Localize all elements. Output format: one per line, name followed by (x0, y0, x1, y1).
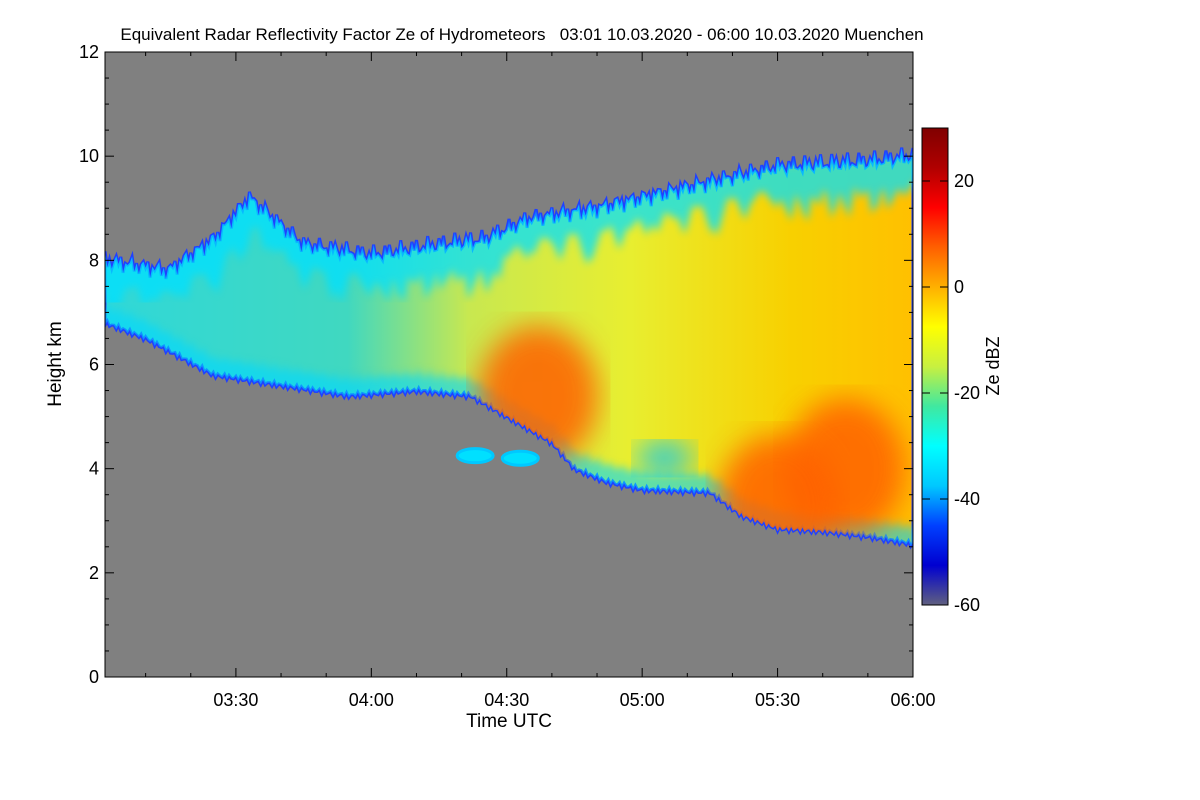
colorbar-tick-label: 0 (954, 277, 964, 297)
y-tick-label: 6 (89, 355, 99, 375)
echo-core (636, 442, 693, 475)
isolated-echo (455, 447, 495, 465)
colorbar-tick-label: -40 (954, 489, 980, 509)
y-tick-label: 12 (79, 42, 99, 62)
colorbar-tick-label: -20 (954, 383, 980, 403)
x-axis-label: Time UTC (466, 711, 552, 732)
x-tick-label: 03:30 (213, 690, 258, 710)
y-axis: 0 2 4 6 8 10 12 (79, 42, 913, 687)
echo-layer (105, 147, 913, 550)
x-axis: 03:30 04:00 04:30 05:00 05:30 06:00 (145, 52, 936, 710)
x-tick-label: 04:00 (349, 690, 394, 710)
echo-upper-fringe (105, 147, 913, 321)
y-tick-label: 8 (89, 250, 99, 270)
plot-area (105, 52, 913, 677)
y-tick-label: 0 (89, 667, 99, 687)
isolated-echo (500, 449, 540, 467)
isolated-echoes (455, 447, 540, 467)
y-tick-label: 2 (89, 563, 99, 583)
colorbar: 20 0 -20 -40 -60 Ze dBZ (921, 127, 1003, 615)
x-tick-label: 05:30 (755, 690, 800, 710)
x-tick-label: 06:00 (890, 690, 935, 710)
echo-cores (105, 147, 913, 547)
colorbar-tick-label: -60 (954, 595, 980, 615)
colorbar-ticks: 20 0 -20 -40 -60 (922, 171, 980, 615)
y-axis-label: Height km (45, 321, 66, 407)
x-tick-label: 04:30 (484, 690, 529, 710)
colorbar-body (921, 127, 949, 606)
x-tick-label: 05:00 (620, 690, 665, 710)
colorbar-label: Ze dBZ (983, 336, 1003, 395)
colorbar-tick-label: 20 (954, 171, 974, 191)
y-tick-label: 4 (89, 459, 99, 479)
chart-title: Equivalent Radar Reflectivity Factor Ze … (120, 25, 923, 44)
y-tick-label: 10 (79, 146, 99, 166)
